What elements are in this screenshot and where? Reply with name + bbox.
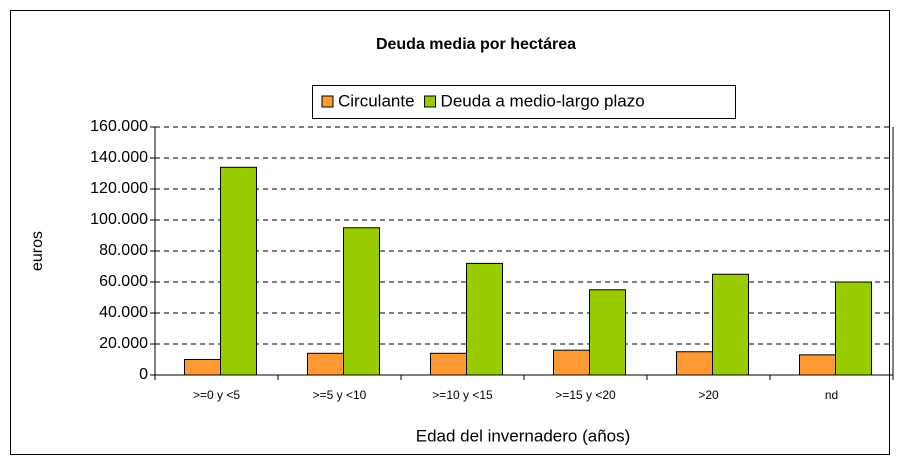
chart-title: Deuda media por hectárea xyxy=(376,36,576,53)
chart-frame xyxy=(10,10,890,455)
bar xyxy=(835,281,872,376)
x-tick-label: nd xyxy=(825,388,838,402)
bar xyxy=(466,262,503,376)
y-tick-label: 80.000 xyxy=(99,242,148,259)
bar xyxy=(184,359,221,376)
bar xyxy=(307,352,344,376)
x-tick-label: >=5 y <10 xyxy=(313,388,367,402)
bar xyxy=(676,351,713,376)
y-tick-label: 0 xyxy=(139,366,148,383)
x-tick-label: >=10 y <15 xyxy=(432,388,493,402)
bar xyxy=(220,166,257,376)
legend-swatch xyxy=(424,95,437,108)
y-tick-label: 40.000 xyxy=(99,304,148,321)
legend-label: Circulante xyxy=(338,91,415,110)
bar xyxy=(430,352,467,376)
x-tick-label: >20 xyxy=(698,388,719,402)
y-tick-label: 140.000 xyxy=(90,149,148,166)
x-tick-label: >=0 y <5 xyxy=(193,388,240,402)
y-tick-label: 120.000 xyxy=(90,180,148,197)
y-tick-label: 160.000 xyxy=(90,118,148,135)
legend xyxy=(312,85,736,119)
bar xyxy=(553,349,590,376)
y-tick-label: 100.000 xyxy=(90,211,148,228)
x-axis-title: Edad del invernadero (años) xyxy=(416,426,631,445)
y-axis-title: euros xyxy=(29,231,46,271)
legend-label: Deuda a medio-largo plazo xyxy=(441,91,645,110)
bar xyxy=(343,227,380,376)
bar xyxy=(712,273,749,376)
bar xyxy=(589,289,626,376)
legend-swatch xyxy=(321,95,334,108)
x-tick-label: >=15 y <20 xyxy=(555,388,616,402)
y-tick-label: 20.000 xyxy=(99,335,148,352)
bar xyxy=(799,354,836,376)
y-tick-label: 60.000 xyxy=(99,273,148,290)
